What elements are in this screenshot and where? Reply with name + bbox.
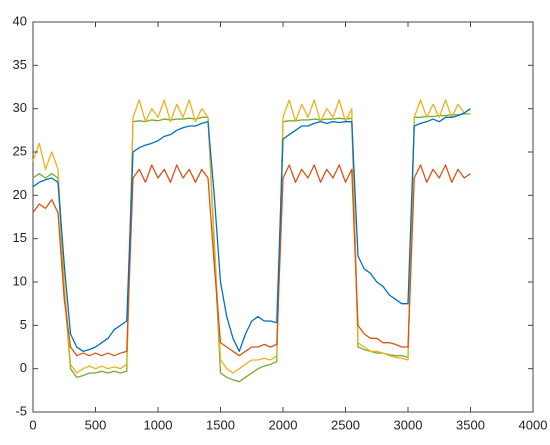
- y-tick-label: 20: [13, 187, 27, 202]
- y-tick-label: 0: [20, 360, 27, 375]
- y-tick-label: 25: [13, 143, 27, 158]
- x-tick-label: 2000: [269, 417, 298, 432]
- y-tick-label: 30: [13, 100, 27, 115]
- y-tick-label: 35: [13, 57, 27, 72]
- y-tick-label: 15: [13, 230, 27, 245]
- x-tick-label: 3500: [456, 417, 485, 432]
- x-tick-label: 1500: [206, 417, 235, 432]
- x-tick-label: 500: [85, 417, 107, 432]
- x-tick-label: 4000: [519, 417, 548, 432]
- y-tick-label: 5: [20, 317, 27, 332]
- data-line: [32, 108, 471, 352]
- plot-frame: [32, 21, 534, 413]
- x-tick-label: 3000: [394, 417, 423, 432]
- y-tick-label: -5: [15, 403, 27, 418]
- y-tick-label: 40: [13, 13, 27, 28]
- y-tick-label: 10: [13, 273, 27, 288]
- x-tick-label: 2500: [331, 417, 360, 432]
- x-tick-label: 1000: [144, 417, 173, 432]
- data-line: [32, 164, 471, 357]
- x-tick-label: 0: [29, 417, 36, 432]
- data-line: [32, 113, 471, 383]
- data-line: [32, 99, 471, 374]
